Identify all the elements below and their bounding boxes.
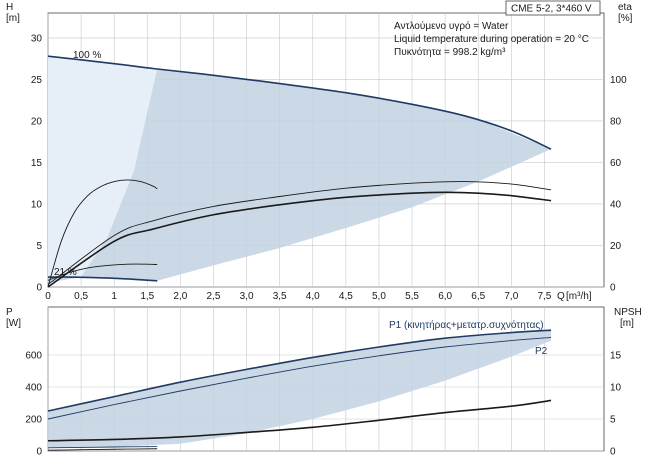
left-y-tick-label: 0 [36,447,42,458]
x-tick-label: 4,5 [339,291,353,302]
head-operating-range [48,56,552,283]
right-y-tick-label: 10 [610,383,622,394]
x-tick-label: 3,0 [240,291,254,302]
left-y-tick-label: 15 [31,158,43,169]
efficiency-axis-label: eta [618,2,632,13]
x-tick-label: 4,0 [306,291,320,302]
x-tick-label: 6,0 [438,291,452,302]
power-series-p-low-line [47,448,158,451]
right-y-tick-label: 60 [610,158,622,169]
left-y-tick-label: 0 [36,283,42,294]
x-tick-label: 7,0 [504,291,518,302]
left-y-tick-label: 20 [31,116,43,127]
head-series-efficiency-line [47,191,552,288]
low-speed-region-fill [48,56,158,278]
fluid-annotation: Αντλούμενο υγρό = Water [394,20,509,32]
left-y-tick-label: 25 [31,75,43,86]
x-tick-label: 6,5 [471,291,485,302]
chart-title: CME 5-2, 3*460 V [511,4,592,15]
right-y-tick-label: 5 [610,415,616,426]
speed-21-label: 21 % [54,267,77,278]
temperature-annotation: Liquid temperature during operation = 20… [394,34,589,45]
head-axis-label: H [6,2,13,13]
x-tick-label: 7,5 [537,291,551,302]
power-axis-unit: [W] [6,318,21,329]
left-y-tick-label: 10 [31,199,43,210]
flow-axis-label: Q [557,291,565,302]
power-series-p1-line [47,329,552,412]
p2-label: P2 [535,346,548,357]
density-annotation: Πυκνότητα = 998.2 kg/m³ [394,46,506,58]
left-y-tick-label: 200 [25,415,42,426]
head-operating-range-fill [48,56,552,283]
x-tick-label: 5,0 [372,291,386,302]
p1-label: P1 (κινητήρας+μετατρ.συχνότητας) [389,319,544,331]
right-y-tick-label: 20 [610,241,622,252]
power-operating-range [48,330,552,448]
title-box [505,0,601,16]
right-y-tick-label: 40 [610,199,622,210]
head-series-efficiency-low-speed-line [47,263,158,281]
head-series-efficiency-low-speed-line [47,179,158,288]
left-y-tick-label: 5 [36,241,42,252]
flow-axis-unit: [m³/h] [566,291,592,302]
x-tick-label: 0 [45,291,51,302]
right-y-tick-label: 0 [610,447,616,458]
power-series-p-low-line [47,446,158,449]
right-y-tick-label: 0 [610,283,616,294]
right-y-tick-label: 100 [610,75,627,86]
x-tick-label: 5,5 [405,291,419,302]
efficiency-axis-unit: [%] [618,13,633,24]
head-axis-unit: [m] [6,13,20,24]
left-y-tick-label: 30 [31,33,43,44]
x-tick-label: 1 [111,291,117,302]
power-series-p2-line [47,336,552,420]
x-tick-label: 3,5 [273,291,287,302]
x-tick-label: 2,0 [173,291,187,302]
power-series-npsh-line [47,399,552,442]
x-tick-label: 1,5 [140,291,154,302]
right-y-tick-label: 15 [610,351,622,362]
left-y-tick-label: 400 [25,383,42,394]
x-tick-label: 2,5 [207,291,221,302]
npsh-axis-label: NPSH [614,307,642,318]
head-panel-curves [47,55,552,288]
head-series-head-curve-line [47,181,552,285]
axis-tick-labels: 0 0,5 1 1,5 2,0 2,5 3,0 3,5 4,0 4,5 5,0 5,5 6,0 6,5 7,… [25,33,627,457]
speed-100-label: 100 % [73,50,101,61]
npsh-axis-unit: [m] [620,318,634,329]
power-axis-label: P [6,307,13,318]
head-series-head-min-line [47,276,158,282]
head-series-head-max-line [47,55,552,150]
power-panel-curves [47,329,552,451]
x-tick-label: 0,5 [74,291,88,302]
right-y-tick-label: 80 [610,116,622,127]
power-operating-range-fill [48,330,552,448]
left-y-tick-label: 600 [25,351,42,362]
